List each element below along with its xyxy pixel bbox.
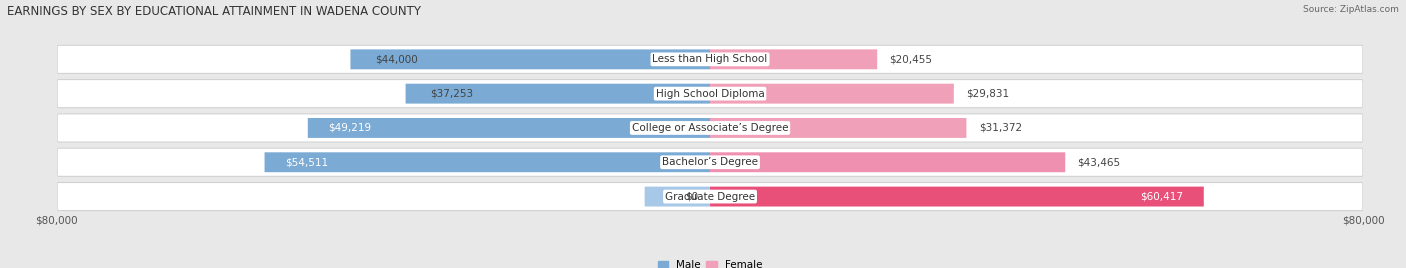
FancyBboxPatch shape xyxy=(308,118,710,138)
Text: $43,465: $43,465 xyxy=(1077,157,1121,167)
Text: Source: ZipAtlas.com: Source: ZipAtlas.com xyxy=(1303,5,1399,14)
FancyBboxPatch shape xyxy=(644,187,710,207)
Text: Less than High School: Less than High School xyxy=(652,54,768,64)
Text: $31,372: $31,372 xyxy=(979,123,1022,133)
Text: College or Associate’s Degree: College or Associate’s Degree xyxy=(631,123,789,133)
Text: $20,455: $20,455 xyxy=(890,54,932,64)
FancyBboxPatch shape xyxy=(58,114,1362,142)
FancyBboxPatch shape xyxy=(58,114,1362,142)
FancyBboxPatch shape xyxy=(58,148,1362,176)
FancyBboxPatch shape xyxy=(58,183,1362,211)
FancyBboxPatch shape xyxy=(710,118,966,138)
FancyBboxPatch shape xyxy=(405,84,710,104)
FancyBboxPatch shape xyxy=(710,187,1204,207)
Text: $0: $0 xyxy=(685,192,697,202)
FancyBboxPatch shape xyxy=(710,49,877,69)
Legend: Male, Female: Male, Female xyxy=(654,256,766,268)
Text: High School Diploma: High School Diploma xyxy=(655,89,765,99)
FancyBboxPatch shape xyxy=(710,84,953,104)
FancyBboxPatch shape xyxy=(58,149,1362,176)
FancyBboxPatch shape xyxy=(350,49,710,69)
Text: Bachelor’s Degree: Bachelor’s Degree xyxy=(662,157,758,167)
FancyBboxPatch shape xyxy=(58,80,1362,108)
FancyBboxPatch shape xyxy=(58,80,1362,107)
FancyBboxPatch shape xyxy=(58,45,1362,73)
FancyBboxPatch shape xyxy=(710,152,1066,172)
Text: $60,417: $60,417 xyxy=(1140,192,1184,202)
Text: EARNINGS BY SEX BY EDUCATIONAL ATTAINMENT IN WADENA COUNTY: EARNINGS BY SEX BY EDUCATIONAL ATTAINMEN… xyxy=(7,5,420,18)
Text: $37,253: $37,253 xyxy=(430,89,474,99)
Text: $54,511: $54,511 xyxy=(285,157,328,167)
Text: $29,831: $29,831 xyxy=(966,89,1010,99)
FancyBboxPatch shape xyxy=(264,152,710,172)
Text: $49,219: $49,219 xyxy=(328,123,371,133)
FancyBboxPatch shape xyxy=(58,183,1362,210)
Text: Graduate Degree: Graduate Degree xyxy=(665,192,755,202)
Text: $44,000: $44,000 xyxy=(375,54,418,64)
FancyBboxPatch shape xyxy=(58,46,1362,73)
